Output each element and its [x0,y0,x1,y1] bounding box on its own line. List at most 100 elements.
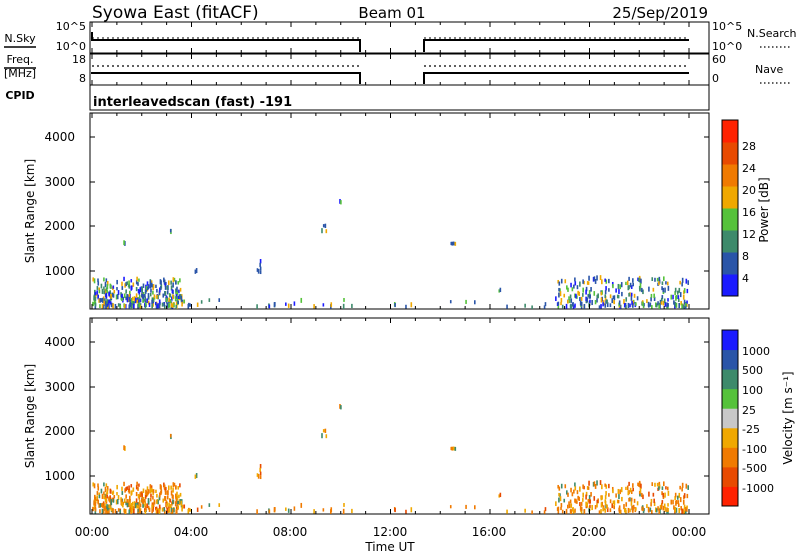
power-echo-point [664,302,667,307]
power-echo-point [103,277,105,282]
velocity-echo-point [582,492,584,498]
velocity-ylabel: Slant Range [km] [23,364,37,468]
velocity-cb-m1000: -1000 [742,482,774,495]
velocity-echo-point [136,504,138,509]
velocity-echo-point [574,498,576,503]
power-echo-point [589,294,591,299]
power-echo-point [259,258,262,264]
velocity-echo-point [666,486,669,491]
velocity-echo-point [112,498,115,503]
power-echo-point [125,281,127,287]
velocity-echo-point [560,506,562,511]
power-echo-point [116,294,119,300]
power-echo-point [196,302,199,307]
velocity-echo-point [141,492,143,498]
velocity-echo-point [158,495,161,500]
velocity-echo-point [164,490,167,495]
velocity-echo-point [680,506,682,511]
velocity-echo-point [342,508,345,514]
power-echo-point [586,281,589,285]
power-echo-point [597,293,599,299]
power-echo-point [601,279,603,285]
power-echo-point [130,285,133,291]
velocity-echo-point [674,496,676,501]
velocity-echo-point [160,485,162,491]
velocity-echo-point [142,502,144,508]
power-echo-point [589,299,591,303]
velocity-echo-point [268,509,271,514]
power-echo-point [683,299,686,305]
velocity-echo-point [597,498,599,504]
power-echo-point [351,303,353,309]
velocity-echo-point [587,498,590,503]
power-echo-point [99,298,102,303]
velocity-echo-point [586,502,589,508]
power-echo-point [96,290,98,295]
velocity-echo-point [189,508,191,512]
power-echo-point [120,294,123,298]
velocity-echo-point [176,495,179,501]
velocity-echo-point [625,510,627,514]
velocity-colorbar-segment [722,427,738,448]
power-echo-point [94,291,97,296]
power-echo-point [321,228,323,234]
power-echo-point [679,280,681,285]
velocity-echo-point [449,505,452,509]
nave-label: Nave [755,63,783,76]
velocity-echo-point [596,499,599,504]
velocity-echo-point [106,494,108,499]
velocity-echo-point [200,505,203,509]
x-axis-label: Time UT [364,540,415,554]
velocity-echo-point [123,481,125,487]
power-echo-point [596,275,598,281]
power-colorbar-segment [722,164,738,187]
velocity-echo-point [685,507,687,512]
velocity-echo-point [652,492,655,497]
power-echo-point [674,301,677,307]
velocity-echo-point [107,506,109,511]
power-echo-point [661,295,664,300]
velocity-echo-point [621,496,623,502]
velocity-echo-point [124,488,126,493]
velocity-echo-point [558,492,560,497]
power-echo-point [103,286,105,290]
velocity-echo-point [110,499,112,504]
velocity-echo-point [149,488,152,494]
nave-bottom-tick: 0 [712,72,719,85]
power-echo-point [654,277,656,282]
power-echo-point [162,293,165,298]
velocity-echo-point [625,486,627,491]
velocity-echo-point [110,507,113,512]
velocity-echo-point [164,496,167,501]
velocity-echo-point [133,508,135,514]
power-echo-point [167,280,170,286]
power-echo-point [571,287,574,292]
power-echo-point [657,301,659,306]
velocity-echo-point [531,510,533,514]
velocity-echo-point [604,499,607,504]
velocity-echo-point [137,508,140,513]
power-echo-point [174,296,177,302]
power-echo-point [108,299,111,304]
power-echo-point [629,282,632,288]
velocity-echo-point [681,487,683,492]
velocity-echo-point [135,484,138,490]
power-echo-point [166,302,169,308]
power-echo-point [574,277,576,282]
velocity-echo-point [92,506,94,511]
power-echo-point [133,296,136,301]
velocity-echo-point [630,497,633,502]
power-echo-point [92,277,95,282]
power-echo-point [650,297,652,302]
velocity-echo-point [325,434,328,439]
power-echo-point [574,293,576,298]
velocity-echo-point [177,500,180,505]
velocity-echo-point [135,498,138,503]
velocity-echo-point [594,484,597,489]
power-echo-point [639,282,642,288]
velocity-echo-point [574,482,576,487]
power-cb-28: 28 [742,140,756,153]
velocity-echo-point [410,507,413,513]
velocity-echo-point [285,507,287,511]
velocity-echo-point [569,499,572,504]
